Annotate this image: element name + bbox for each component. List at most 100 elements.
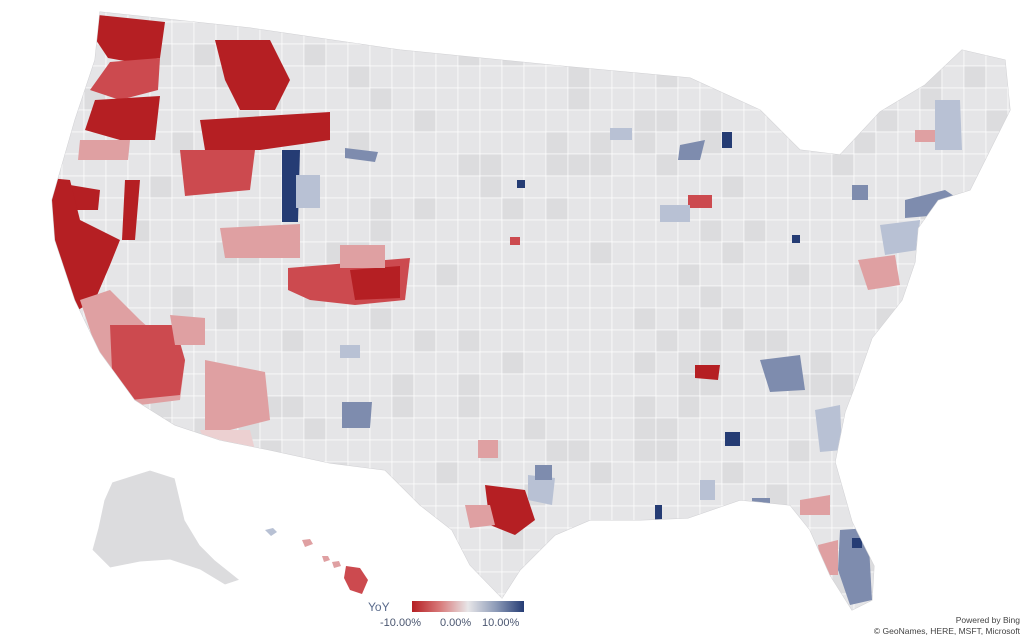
- county-cell: [611, 12, 635, 23]
- county-cell: [259, 439, 283, 463]
- county-cell: [523, 395, 547, 419]
- county-cell: [457, 417, 481, 441]
- county-cell: [919, 12, 943, 23]
- county-cell: [61, 395, 85, 419]
- county-cell: [457, 43, 481, 67]
- county-cell: [611, 21, 635, 45]
- county-cell: [171, 12, 195, 23]
- attribution-powered-by: Powered by Bing: [955, 615, 1020, 625]
- county-cell: [809, 461, 833, 485]
- county-cell: [83, 373, 107, 397]
- county-cell: [435, 329, 459, 353]
- county-cell: [985, 329, 1009, 353]
- region-nevada-light: [220, 224, 300, 258]
- county-cell: [171, 241, 195, 265]
- county-cell: [479, 373, 503, 397]
- county-cell: [721, 593, 745, 610]
- county-cell: [369, 395, 393, 419]
- county-cell: [237, 549, 261, 573]
- county-cell: [391, 439, 415, 463]
- county-cell: [347, 527, 371, 551]
- county-cell: [897, 395, 921, 419]
- county-cell: [303, 307, 327, 331]
- county-cell: [457, 197, 481, 221]
- county-cell: [391, 87, 415, 111]
- county-cell: [501, 285, 525, 309]
- county-cell: [52, 87, 63, 111]
- county-cell: [215, 329, 239, 353]
- county-cell: [52, 549, 63, 573]
- county-cell: [765, 219, 789, 243]
- county-cell: [479, 21, 503, 45]
- county-cell: [303, 417, 327, 441]
- county-cell: [61, 21, 85, 45]
- county-cell: [457, 571, 481, 595]
- attribution-copyright: © GeoNames, HERE, MSFT, Microsoft: [873, 626, 1020, 636]
- county-cell: [677, 395, 701, 419]
- county-cell: [633, 439, 657, 463]
- county-cell: [325, 593, 349, 610]
- county-cell: [193, 483, 217, 507]
- county-cell: [1007, 351, 1010, 375]
- county-cell: [501, 109, 525, 133]
- county-cell: [52, 329, 63, 353]
- county-cell: [589, 395, 613, 419]
- county-cell: [655, 12, 679, 23]
- county-cell: [985, 461, 1009, 485]
- county-cell: [435, 263, 459, 287]
- county-cell: [369, 461, 393, 485]
- county-cell: [919, 307, 943, 331]
- county-cell: [787, 571, 811, 595]
- county-cell: [52, 593, 63, 610]
- county-cell: [699, 21, 723, 45]
- county-cell: [875, 483, 899, 507]
- county-cell: [589, 87, 613, 111]
- county-cell: [545, 131, 569, 155]
- region-iowa-blue: [660, 205, 690, 222]
- county-cell: [699, 549, 723, 573]
- county-cell: [677, 417, 701, 441]
- county-cell: [523, 439, 547, 463]
- county-cell: [259, 461, 283, 485]
- county-cell: [61, 109, 85, 133]
- county-cell: [765, 241, 789, 265]
- county-cell: [501, 329, 525, 353]
- county-cell: [699, 65, 723, 89]
- county-value-clusters: [52, 15, 962, 605]
- county-cell: [897, 483, 921, 507]
- county-cell: [303, 153, 327, 177]
- county-cell: [985, 65, 1009, 89]
- county-cell: [589, 219, 613, 243]
- county-cell: [413, 263, 437, 287]
- county-cell: [347, 483, 371, 507]
- county-cell: [589, 241, 613, 265]
- county-cell: [391, 153, 415, 177]
- county-cell: [83, 593, 107, 610]
- region-ohio-blue: [852, 185, 868, 200]
- county-cell: [281, 351, 305, 375]
- county-cell: [1007, 329, 1010, 353]
- county-cell: [611, 505, 635, 529]
- county-cell: [743, 373, 767, 397]
- county-cell: [435, 351, 459, 375]
- county-cell: [391, 65, 415, 89]
- county-cell: [897, 571, 921, 595]
- county-cell: [413, 175, 437, 199]
- county-cell: [985, 505, 1009, 529]
- region-louisiana-blue: [655, 505, 662, 525]
- county-cell: [304, 616, 326, 638]
- county-cell: [479, 12, 503, 23]
- region-arizona-pale: [200, 430, 255, 450]
- county-cell: [303, 329, 327, 353]
- county-cell: [699, 329, 723, 353]
- county-cell: [853, 87, 877, 111]
- county-cell: [479, 175, 503, 199]
- county-cell: [545, 307, 569, 331]
- county-cell: [985, 549, 1009, 573]
- county-cell: [171, 219, 195, 243]
- county-cell: [941, 483, 965, 507]
- county-cell: [369, 307, 393, 331]
- county-cell: [963, 329, 987, 353]
- county-cell: [172, 616, 194, 638]
- county-cell: [655, 571, 679, 595]
